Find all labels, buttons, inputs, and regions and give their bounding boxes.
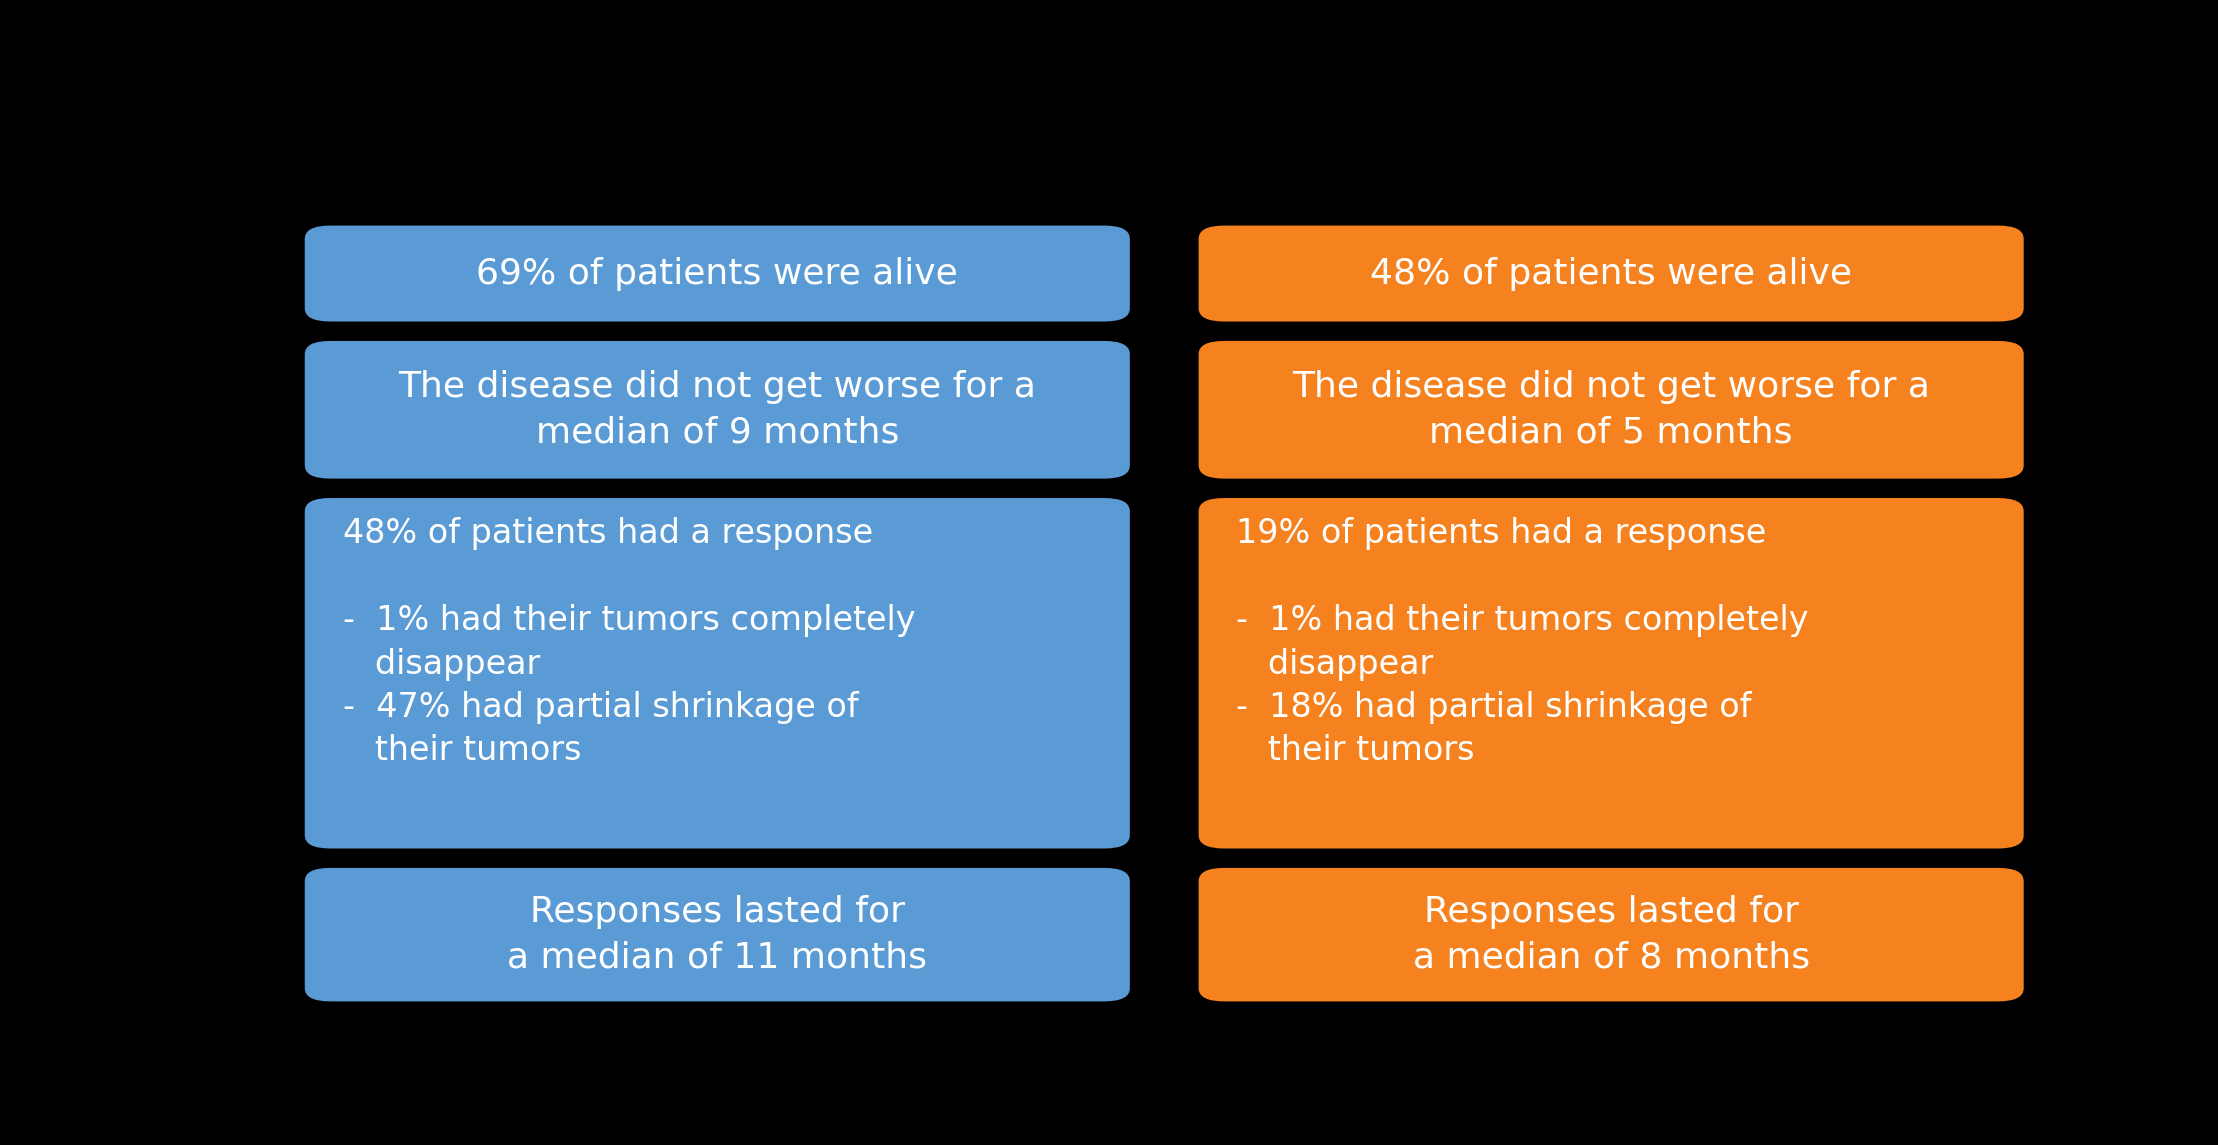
- Text: 19% of patients had a response

-  1% had their tumors completely
   disappear
-: 19% of patients had a response - 1% had …: [1235, 518, 1810, 767]
- Text: The disease did not get worse for a
median of 5 months: The disease did not get worse for a medi…: [1293, 370, 1930, 449]
- FancyBboxPatch shape: [1198, 341, 2023, 479]
- Text: Responses lasted for
a median of 11 months: Responses lasted for a median of 11 mont…: [508, 895, 927, 974]
- Text: 48% of patients had a response

-  1% had their tumors completely
   disappear
-: 48% of patients had a response - 1% had …: [342, 518, 916, 767]
- FancyBboxPatch shape: [304, 868, 1129, 1002]
- Text: 69% of patients were alive: 69% of patients were alive: [477, 256, 958, 291]
- Text: 48% of patients were alive: 48% of patients were alive: [1371, 256, 1852, 291]
- Text: Responses lasted for
a median of 8 months: Responses lasted for a median of 8 month…: [1413, 895, 1810, 974]
- FancyBboxPatch shape: [1198, 498, 2023, 848]
- FancyBboxPatch shape: [304, 498, 1129, 848]
- FancyBboxPatch shape: [1198, 226, 2023, 322]
- FancyBboxPatch shape: [304, 226, 1129, 322]
- Text: The disease did not get worse for a
median of 9 months: The disease did not get worse for a medi…: [399, 370, 1036, 449]
- FancyBboxPatch shape: [304, 341, 1129, 479]
- FancyBboxPatch shape: [1198, 868, 2023, 1002]
